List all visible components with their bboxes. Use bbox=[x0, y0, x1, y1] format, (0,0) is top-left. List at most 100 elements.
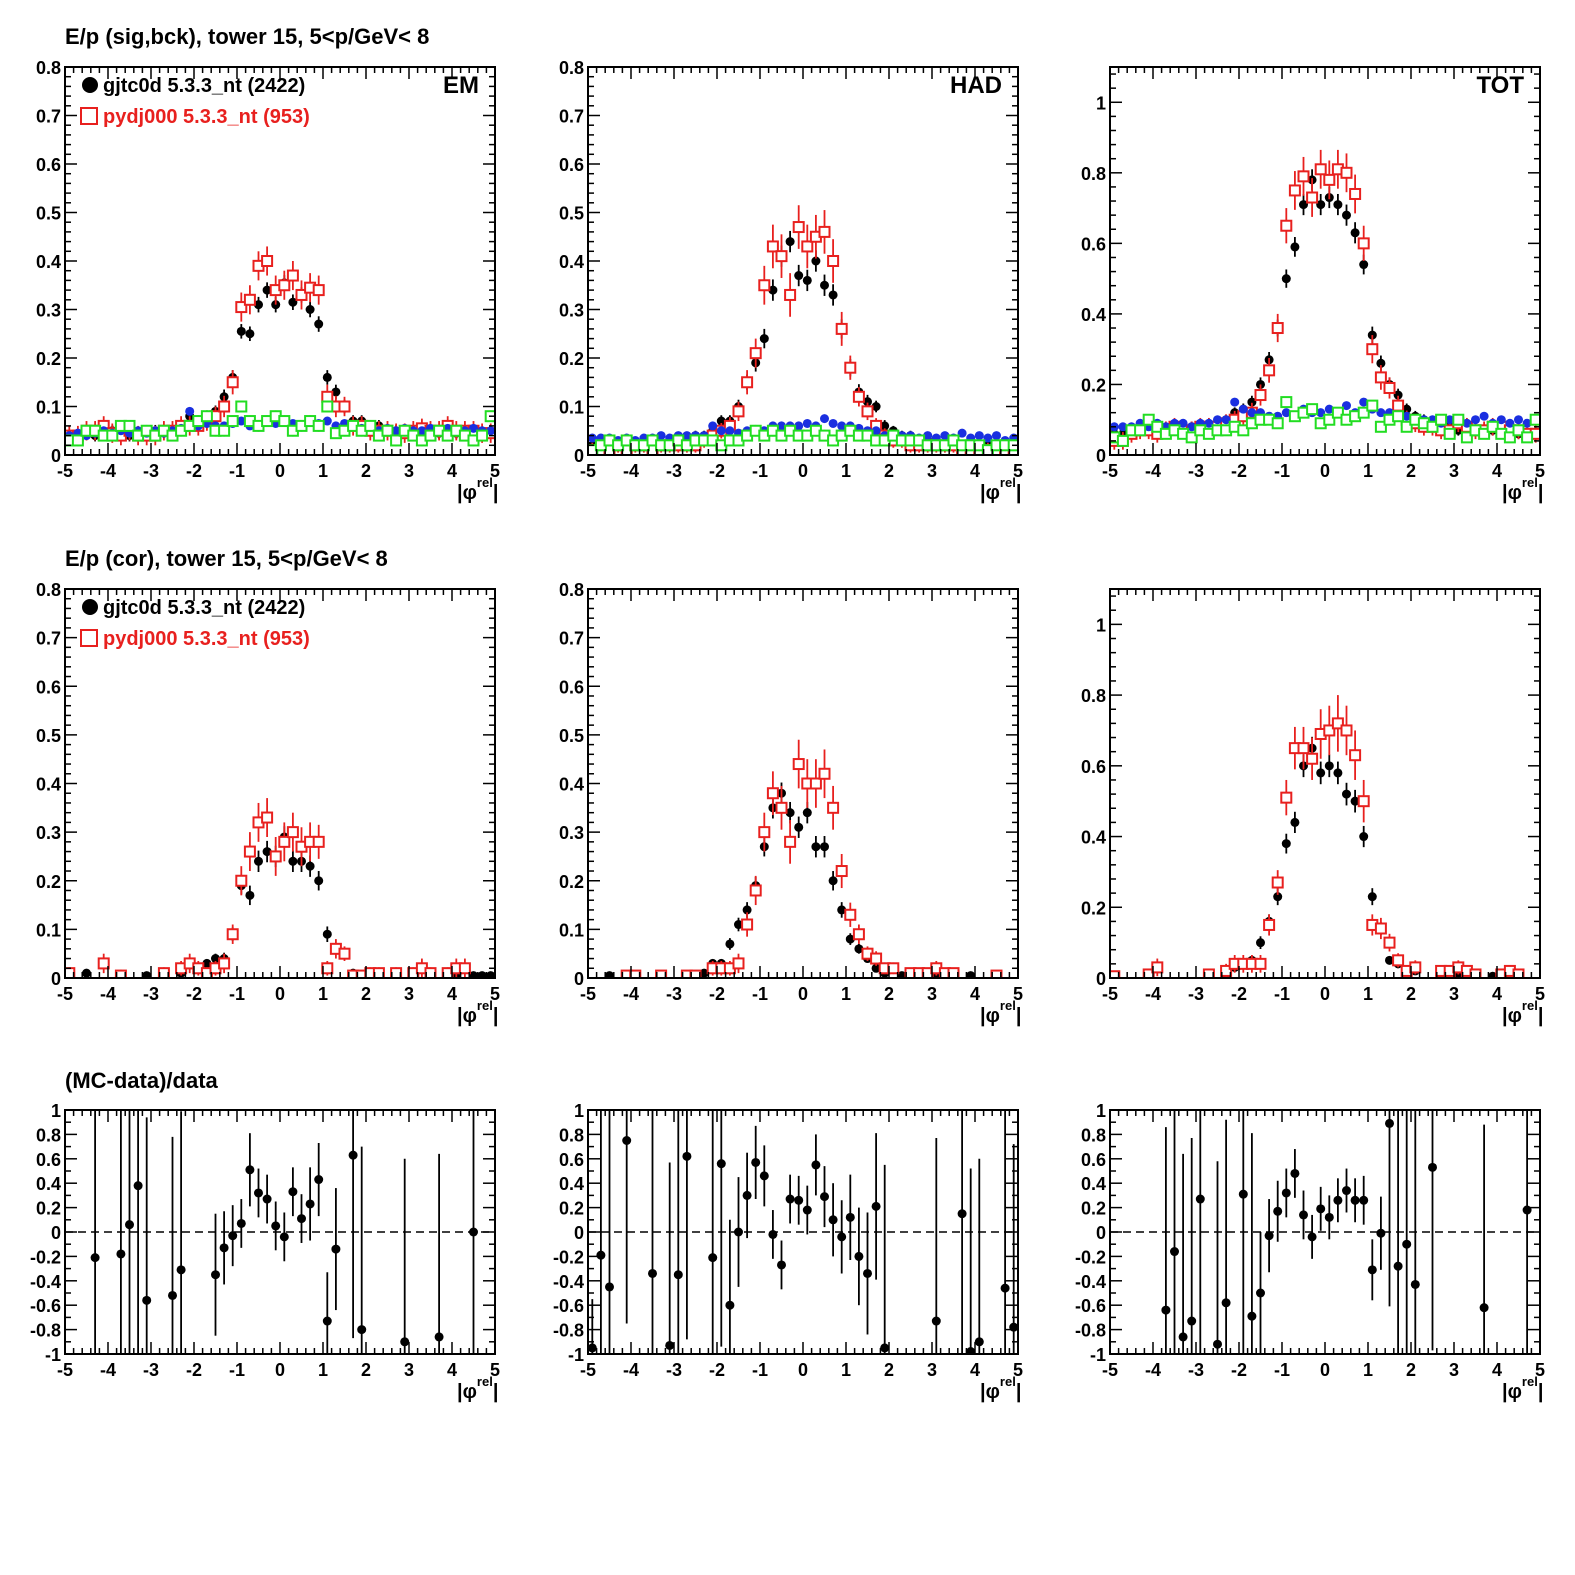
marker-data bbox=[262, 285, 272, 295]
marker-bkg_data bbox=[1247, 408, 1257, 418]
x-tick-label: -2 bbox=[709, 461, 725, 481]
marker-data bbox=[236, 1218, 246, 1228]
marker-data bbox=[742, 905, 752, 915]
row-title-sig-bck: E/p (sig,bck), tower 15, 5<p/GeV< 8 bbox=[65, 24, 429, 49]
panel-ratio-tot: -5 -4 -3 -2 -1 0 1 2 3 4 5 -1 -0.8 -0.6 -0.4 -0.2 0 0.2 0.… bbox=[1075, 1101, 1545, 1403]
marker-mc bbox=[766, 787, 779, 800]
marker-data bbox=[1281, 274, 1291, 284]
x-tick-label: -1 bbox=[752, 461, 768, 481]
y-tick-label: 0.6 bbox=[559, 1150, 584, 1170]
marker-data bbox=[759, 334, 769, 344]
marker-mc bbox=[269, 850, 282, 863]
marker-data bbox=[1290, 242, 1300, 252]
x-tick-label: 3 bbox=[1449, 461, 1459, 481]
y-tick-label: -0.8 bbox=[1075, 1321, 1106, 1341]
marker-data bbox=[880, 1343, 890, 1353]
marker-mc bbox=[97, 957, 110, 970]
marker-data bbox=[605, 971, 614, 978]
marker-data bbox=[871, 1201, 881, 1211]
marker-data bbox=[1299, 200, 1308, 210]
marker-data bbox=[288, 1187, 298, 1197]
y-tick-label: 0.3 bbox=[559, 301, 584, 321]
y-tick-label: 0.2 bbox=[36, 872, 61, 892]
marker-mc bbox=[741, 918, 754, 931]
y-tick-label: -0.6 bbox=[30, 1296, 61, 1316]
marker-bkg_data bbox=[1316, 408, 1326, 418]
marker-mc bbox=[218, 400, 231, 413]
marker-bkg_mc bbox=[1151, 420, 1164, 433]
marker-data bbox=[1428, 1162, 1437, 1172]
marker-data bbox=[305, 1199, 315, 1209]
marker-data bbox=[845, 1212, 855, 1222]
marker-data bbox=[588, 1343, 597, 1353]
marker-data bbox=[1161, 1305, 1171, 1315]
marker-data bbox=[1316, 200, 1326, 210]
marker-data bbox=[486, 971, 495, 978]
marker-bkg_data bbox=[708, 421, 718, 431]
marker-mc bbox=[766, 240, 779, 253]
marker-mc bbox=[1340, 724, 1353, 737]
y-tick-label: 0.3 bbox=[36, 301, 61, 321]
x-tick-label: -1 bbox=[1274, 984, 1290, 1004]
marker-mc bbox=[732, 957, 745, 970]
marker-data bbox=[1264, 1231, 1274, 1241]
marker-mc bbox=[1340, 166, 1353, 179]
marker-data bbox=[820, 842, 829, 852]
marker-bkg_data bbox=[837, 421, 847, 431]
y-tick-label: -1 bbox=[45, 1345, 61, 1365]
x-axis-label-close: | bbox=[1538, 482, 1544, 504]
legend-mc-marker bbox=[80, 629, 98, 647]
marker-data bbox=[1256, 1288, 1265, 1298]
marker-mc bbox=[792, 221, 805, 234]
marker-bkg_data bbox=[682, 431, 692, 441]
marker-data bbox=[1290, 1168, 1300, 1178]
y-tick-label: 0.8 bbox=[1081, 164, 1106, 184]
marker-bkg_data bbox=[716, 426, 726, 436]
marker-data bbox=[811, 1160, 821, 1170]
marker-mc bbox=[243, 845, 256, 858]
marker-data bbox=[469, 1227, 478, 1237]
x-tick-label: -4 bbox=[100, 1360, 116, 1380]
y-tick-label: 0.8 bbox=[36, 1125, 61, 1145]
marker-bkg_data bbox=[1281, 408, 1291, 418]
y-tick-label: 0.7 bbox=[36, 629, 61, 649]
marker-bkg_data bbox=[923, 431, 933, 441]
y-tick-label: 0.5 bbox=[559, 726, 584, 746]
x-tick-label: 5 bbox=[1535, 461, 1545, 481]
y-tick-label: 0.4 bbox=[559, 252, 584, 272]
marker-bkg_mc bbox=[200, 410, 213, 423]
x-tick-label: -1 bbox=[229, 984, 245, 1004]
marker-mc bbox=[226, 928, 239, 941]
y-tick-label: 0 bbox=[1096, 446, 1106, 466]
x-tick-label: 4 bbox=[1492, 461, 1502, 481]
marker-data bbox=[477, 971, 487, 978]
x-tick-label: 0 bbox=[1320, 984, 1330, 1004]
marker-data bbox=[1187, 1316, 1197, 1326]
marker-data bbox=[716, 1159, 726, 1169]
marker-mc bbox=[775, 801, 788, 814]
marker-data bbox=[742, 1190, 752, 1200]
marker-data bbox=[802, 1205, 812, 1215]
x-tick-label: -1 bbox=[229, 1360, 245, 1380]
series-group bbox=[1161, 1110, 1532, 1354]
marker-data bbox=[665, 1340, 675, 1350]
x-axis-label: |φrel| bbox=[980, 998, 1021, 1027]
legend-data-marker bbox=[82, 77, 98, 93]
marker-mc bbox=[758, 279, 771, 292]
marker-data bbox=[897, 971, 907, 978]
marker-data bbox=[1342, 1186, 1351, 1196]
x-axis-label-close: | bbox=[493, 1005, 499, 1027]
marker-data bbox=[871, 402, 881, 411]
marker-mc bbox=[278, 835, 291, 848]
y-tick-label: 0.3 bbox=[559, 823, 584, 843]
marker-data bbox=[871, 963, 881, 973]
x-tick-label: -2 bbox=[1231, 1360, 1247, 1380]
x-tick-label: 2 bbox=[1406, 461, 1416, 481]
marker-data bbox=[802, 275, 812, 285]
marker-data bbox=[1350, 228, 1360, 238]
x-tick-label: -3 bbox=[1188, 461, 1204, 481]
marker-data bbox=[957, 1209, 967, 1219]
marker-data bbox=[176, 1265, 186, 1275]
marker-data bbox=[966, 1347, 976, 1354]
y-tick-label: 0.2 bbox=[36, 1199, 61, 1219]
